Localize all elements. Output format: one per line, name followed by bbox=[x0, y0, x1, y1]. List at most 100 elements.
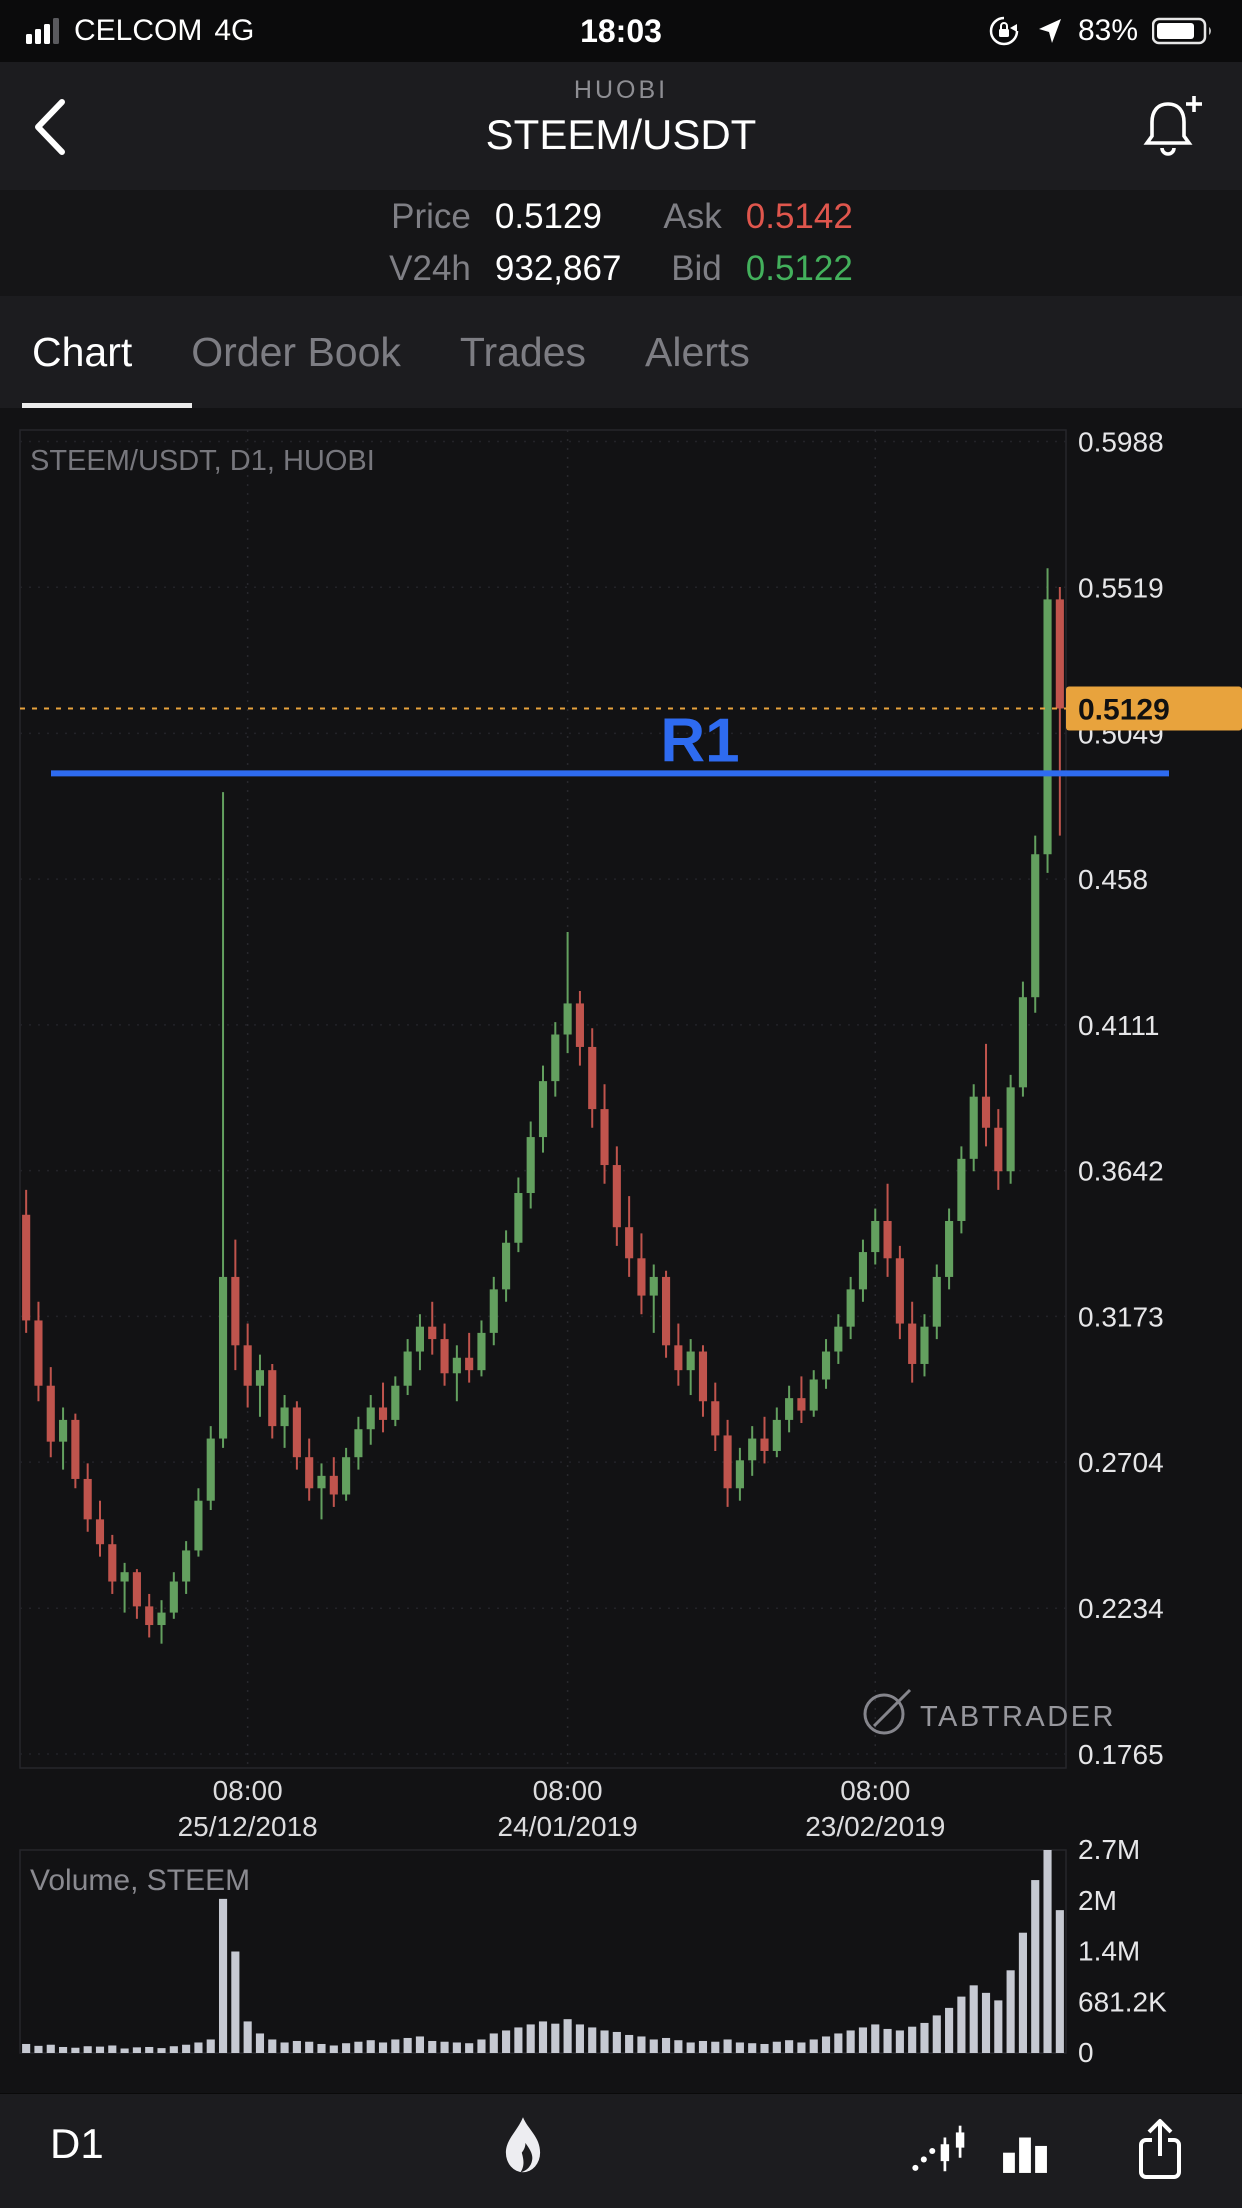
svg-text:0: 0 bbox=[1078, 2037, 1094, 2068]
candle-body bbox=[194, 1500, 203, 1551]
last-price-badge-text: 0.5129 bbox=[1078, 693, 1170, 726]
add-alert-button[interactable] bbox=[1132, 88, 1208, 164]
tab-chart[interactable]: Chart bbox=[32, 328, 133, 375]
candle-body bbox=[477, 1332, 486, 1371]
volume-bar bbox=[945, 2007, 954, 2053]
volume-bar bbox=[1018, 1932, 1027, 2053]
candle-body bbox=[145, 1606, 154, 1626]
candle-body bbox=[34, 1320, 43, 1386]
back-button[interactable] bbox=[26, 94, 76, 160]
volume-bar bbox=[920, 2022, 929, 2053]
volume-bar bbox=[809, 2039, 818, 2053]
volume-bar bbox=[440, 2041, 449, 2053]
candle-body bbox=[969, 1096, 978, 1159]
candle-body bbox=[428, 1326, 437, 1340]
candle-body bbox=[452, 1357, 461, 1374]
volume-bar bbox=[292, 2040, 301, 2053]
rotation-lock-icon bbox=[989, 16, 1019, 46]
tab-bar: Chart Order Book Trades Alerts bbox=[0, 296, 1242, 408]
volume-bar bbox=[760, 2043, 769, 2053]
candle-body bbox=[280, 1407, 289, 1427]
volume-bar bbox=[428, 2040, 437, 2053]
candle-body bbox=[1006, 1087, 1015, 1172]
chart-watermark: STEEM/USDT, D1, HUOBI bbox=[30, 445, 375, 477]
last-price-value: 0.5129 bbox=[494, 197, 602, 236]
volume-bar bbox=[391, 2039, 400, 2053]
candle-body bbox=[871, 1220, 880, 1253]
candle-body bbox=[637, 1258, 646, 1296]
volume-bar bbox=[145, 2046, 154, 2053]
candle-body bbox=[71, 1419, 80, 1479]
svg-text:1.4M: 1.4M bbox=[1078, 1936, 1140, 1967]
share-button[interactable] bbox=[1132, 2116, 1188, 2187]
svg-text:0.2704: 0.2704 bbox=[1078, 1447, 1164, 1478]
candle-body bbox=[649, 1276, 658, 1296]
candle-body bbox=[46, 1385, 55, 1442]
share-icon bbox=[1139, 2119, 1181, 2179]
volume-bar bbox=[22, 2043, 31, 2053]
volume-bar bbox=[858, 2027, 868, 2053]
volume-bar bbox=[588, 2027, 597, 2053]
timeframe-button[interactable]: D1 bbox=[50, 2120, 104, 2167]
volume-bars-group bbox=[22, 1850, 1064, 2053]
bar-chart-icon bbox=[1003, 2137, 1047, 2173]
candle-body bbox=[354, 1429, 363, 1458]
tab-order-book[interactable]: Order Book bbox=[191, 328, 401, 375]
candle-body bbox=[563, 1003, 572, 1035]
candle-body bbox=[22, 1214, 31, 1321]
volume-bar bbox=[231, 1951, 240, 2053]
candle-body bbox=[981, 1096, 991, 1128]
volume-bar bbox=[182, 2044, 191, 2053]
candle-body bbox=[821, 1351, 831, 1380]
candle-body bbox=[132, 1572, 141, 1607]
svg-text:0.5988: 0.5988 bbox=[1078, 426, 1164, 457]
volume-bar bbox=[255, 2033, 265, 2053]
volume-bar bbox=[563, 2019, 572, 2053]
volume-bar bbox=[698, 2040, 708, 2053]
volume-bar bbox=[649, 2039, 658, 2053]
candle-body bbox=[342, 1457, 351, 1495]
tab-alerts[interactable]: Alerts bbox=[645, 328, 750, 375]
svg-text:681.2K: 681.2K bbox=[1078, 1986, 1167, 2017]
candle-body bbox=[588, 1046, 597, 1110]
volume-bar bbox=[895, 2030, 904, 2053]
volume-bar bbox=[71, 2047, 80, 2053]
bottom-toolbar: D1 bbox=[0, 2093, 1242, 2208]
candle-body bbox=[772, 1419, 781, 1451]
candle-body bbox=[403, 1351, 412, 1386]
candle-body bbox=[317, 1475, 326, 1489]
candle-body bbox=[920, 1326, 929, 1364]
candle-body bbox=[686, 1351, 695, 1371]
candle-body bbox=[957, 1158, 966, 1221]
volume-bar bbox=[329, 2045, 338, 2053]
svg-text:0.1765: 0.1765 bbox=[1078, 1739, 1164, 1770]
candle-body bbox=[748, 1438, 757, 1461]
volume-bar bbox=[514, 2027, 523, 2053]
indicators-button[interactable] bbox=[998, 2124, 1052, 2181]
candle-body bbox=[268, 1370, 277, 1427]
candle-body bbox=[489, 1289, 498, 1333]
svg-text:08:00: 08:00 bbox=[840, 1775, 910, 1806]
volume-bar bbox=[735, 2042, 744, 2053]
volume-bar bbox=[711, 2041, 720, 2053]
volume-bar bbox=[625, 2034, 634, 2053]
volume-bar bbox=[366, 2040, 375, 2053]
volume-bar bbox=[157, 2048, 166, 2053]
chart-type-button[interactable] bbox=[908, 2124, 970, 2181]
svg-text:0.3642: 0.3642 bbox=[1078, 1156, 1164, 1187]
active-tab-underline bbox=[22, 403, 192, 408]
grid-lines bbox=[19, 429, 1067, 2054]
candle-body bbox=[526, 1137, 535, 1194]
price-label: Price bbox=[391, 197, 471, 236]
candle-body bbox=[502, 1242, 511, 1290]
tab-trades[interactable]: Trades bbox=[459, 328, 587, 375]
volume-bar bbox=[994, 2000, 1003, 2053]
candle-body bbox=[157, 1612, 166, 1626]
volume-bar bbox=[194, 2042, 203, 2053]
volume-bar bbox=[932, 2015, 941, 2053]
volume-bar bbox=[538, 2021, 548, 2053]
exchange-logo-button[interactable] bbox=[498, 2116, 548, 2185]
candle-body bbox=[465, 1357, 474, 1371]
volume24h-label: V24h bbox=[389, 249, 471, 288]
